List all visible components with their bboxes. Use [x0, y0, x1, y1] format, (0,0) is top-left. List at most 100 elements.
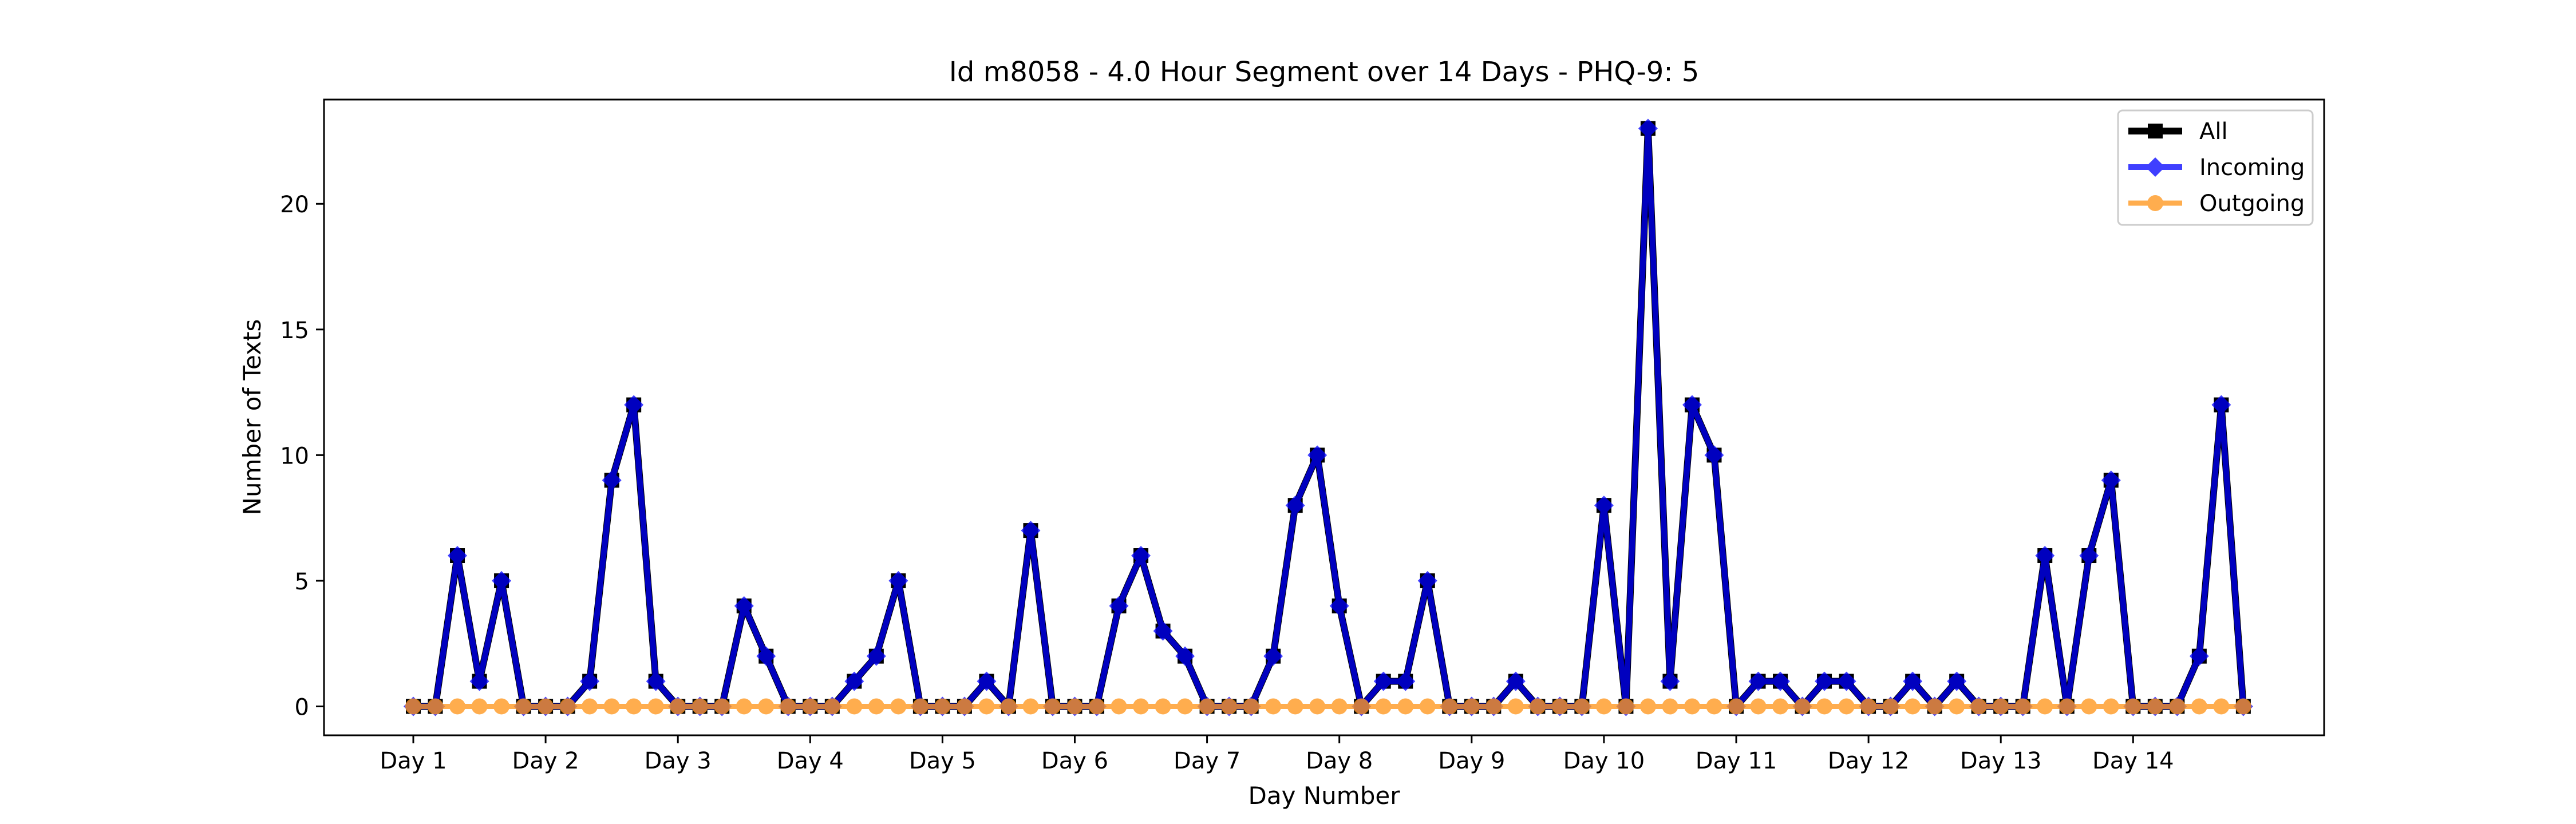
legend-label-all: All	[2199, 118, 2228, 145]
data-point-outgoing	[692, 698, 708, 715]
y-tick-label: 5	[295, 569, 309, 595]
data-point-outgoing	[1309, 698, 1326, 715]
data-point-outgoing	[780, 698, 796, 715]
y-axis-label: Number of Texts	[238, 319, 266, 516]
data-point-incoming	[580, 671, 600, 691]
legend-entry-all	[2128, 124, 2182, 138]
data-point-outgoing	[1133, 698, 1149, 715]
data-point-outgoing	[1000, 698, 1017, 715]
y-tick-label: 20	[280, 192, 309, 218]
data-point-outgoing	[802, 698, 819, 715]
x-tick-label: Day 9	[1438, 748, 1505, 774]
data-point-outgoing	[1177, 698, 1194, 715]
x-tick-label: Day 4	[777, 748, 844, 774]
data-point-incoming	[734, 596, 754, 616]
x-tick-label: Day 3	[645, 748, 712, 774]
data-point-incoming	[1682, 395, 1702, 415]
data-point-incoming	[888, 571, 908, 591]
legend-entry-outgoing	[2128, 195, 2182, 211]
legend-marker-all	[2148, 124, 2163, 138]
data-point-incoming	[1396, 671, 1416, 691]
x-tick-label: Day 11	[1696, 748, 1777, 774]
data-point-incoming	[469, 671, 489, 691]
data-point-outgoing	[736, 698, 752, 715]
data-point-outgoing	[2103, 698, 2119, 715]
data-point-outgoing	[2169, 698, 2186, 715]
data-point-outgoing	[538, 698, 554, 715]
data-point-outgoing	[1287, 698, 1303, 715]
data-point-outgoing	[824, 698, 840, 715]
data-point-incoming	[1021, 521, 1041, 541]
series-outgoing	[405, 698, 2251, 715]
data-point-outgoing	[1618, 698, 1634, 715]
data-point-outgoing	[1485, 698, 1502, 715]
data-point-incoming	[1417, 571, 1437, 591]
data-point-outgoing	[1530, 698, 1546, 715]
data-point-incoming	[1660, 671, 1680, 691]
data-point-outgoing	[2213, 698, 2230, 715]
data-point-outgoing	[1595, 698, 1612, 715]
data-point-outgoing	[1794, 698, 1811, 715]
data-point-outgoing	[1089, 698, 1105, 715]
data-point-incoming	[844, 671, 864, 691]
data-point-outgoing	[758, 698, 775, 715]
data-point-outgoing	[868, 698, 884, 715]
data-point-outgoing	[2147, 698, 2163, 715]
x-tick-label: Day 12	[1828, 748, 1910, 774]
data-point-outgoing	[1331, 698, 1348, 715]
legend-label-outgoing: Outgoing	[2199, 191, 2305, 217]
x-axis-label: Day Number	[1248, 782, 1400, 810]
data-point-incoming	[448, 546, 468, 566]
data-point-outgoing	[1684, 698, 1700, 715]
data-point-outgoing	[2191, 698, 2207, 715]
data-point-outgoing	[1728, 698, 1744, 715]
data-point-incoming	[1748, 671, 1768, 691]
x-tick-label: Day 8	[1306, 748, 1373, 774]
data-point-outgoing	[2125, 698, 2142, 715]
data-point-incoming	[1836, 671, 1856, 691]
data-point-outgoing	[647, 698, 664, 715]
data-point-outgoing	[978, 698, 995, 715]
data-point-outgoing	[626, 698, 642, 715]
y-tick-label: 15	[280, 318, 309, 344]
data-point-outgoing	[2081, 698, 2097, 715]
data-point-incoming	[1638, 118, 1658, 138]
data-point-outgoing	[1574, 698, 1590, 715]
data-point-outgoing	[1441, 698, 1458, 715]
data-point-outgoing	[1772, 698, 1789, 715]
data-point-outgoing	[890, 698, 907, 715]
data-point-outgoing	[1221, 698, 1238, 715]
data-point-incoming	[1263, 646, 1283, 666]
data-point-outgoing	[427, 698, 444, 715]
legend-entry-incoming	[2128, 157, 2182, 177]
data-point-outgoing	[1706, 698, 1722, 715]
data-point-outgoing	[493, 698, 510, 715]
data-point-incoming	[1771, 671, 1791, 691]
data-point-incoming	[866, 646, 886, 666]
x-tick-label: Day 2	[512, 748, 579, 774]
y-tick-label: 0	[295, 695, 309, 721]
data-point-incoming	[1947, 671, 1967, 691]
legend: All Incoming Outgoing	[2117, 109, 2314, 226]
data-point-outgoing	[2059, 698, 2075, 715]
data-point-outgoing	[1066, 698, 1083, 715]
data-point-outgoing	[1882, 698, 1899, 715]
data-point-outgoing	[1838, 698, 1855, 715]
series-layer	[404, 118, 2253, 716]
data-point-outgoing	[1905, 698, 1921, 715]
y-tick-label: 10	[280, 443, 309, 469]
data-point-incoming	[977, 671, 997, 691]
data-point-incoming	[2035, 546, 2055, 566]
data-point-outgoing	[1662, 698, 1678, 715]
x-tick-label: Day 14	[2092, 748, 2174, 774]
data-point-outgoing	[1970, 698, 1987, 715]
x-tick-label: Day 1	[380, 748, 447, 774]
legend-box	[2117, 109, 2314, 226]
data-point-outgoing	[559, 698, 576, 715]
data-point-outgoing	[1353, 698, 1370, 715]
data-point-outgoing	[2037, 698, 2053, 715]
data-point-outgoing	[1022, 698, 1039, 715]
data-point-incoming	[1285, 496, 1305, 516]
data-point-incoming	[1329, 596, 1349, 616]
